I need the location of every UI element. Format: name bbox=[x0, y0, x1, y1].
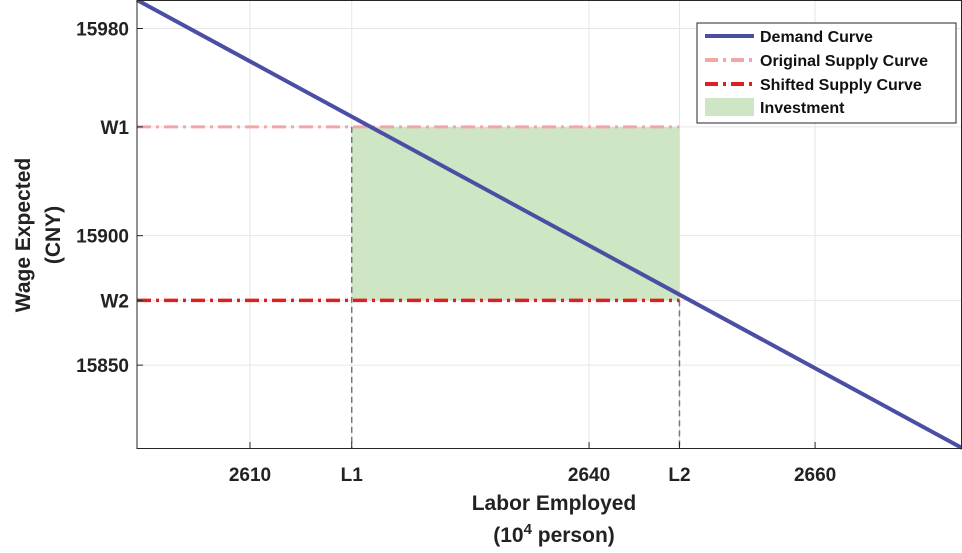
y-tick-label: W1 bbox=[101, 118, 130, 139]
x-axis-unit: (104 person) bbox=[493, 521, 615, 547]
x-tick-label: L2 bbox=[668, 465, 690, 486]
legend-demand-label: Demand Curve bbox=[760, 29, 873, 46]
investment-area bbox=[351, 126, 680, 301]
legend-investment-label: Investment bbox=[760, 100, 845, 117]
x-tick-labels: 2610 L1 2640 L2 2660 bbox=[229, 465, 836, 486]
y-tick-labels: 15980 W1 15900 W2 15850 bbox=[76, 19, 129, 377]
legend-original-supply-label: Original Supply Curve bbox=[760, 53, 928, 70]
x-tick-label: L1 bbox=[341, 465, 364, 486]
legend-investment-swatch bbox=[705, 98, 754, 116]
x-tick-label: 2640 bbox=[568, 465, 610, 486]
y-tick-label: 15850 bbox=[76, 356, 129, 377]
y-tick-label: W2 bbox=[101, 291, 130, 312]
demand-curve bbox=[136, 0, 962, 450]
y-axis-unit: (CNY) bbox=[42, 206, 65, 264]
x-tick-label: 2610 bbox=[229, 465, 271, 486]
guide-lines bbox=[350, 126, 681, 448]
y-tick-label: 15980 bbox=[76, 19, 129, 40]
y-tick-label: 15900 bbox=[76, 227, 129, 248]
y-axis-title: Wage Expected bbox=[12, 158, 35, 312]
legend-shifted-supply-label: Shifted Supply Curve bbox=[760, 77, 922, 94]
legend: Demand Curve Original Supply Curve Shift… bbox=[696, 22, 957, 124]
x-tick-label: 2660 bbox=[794, 465, 836, 486]
x-axis-title: Labor Employed bbox=[472, 492, 637, 515]
tick-marks bbox=[137, 27, 816, 448]
